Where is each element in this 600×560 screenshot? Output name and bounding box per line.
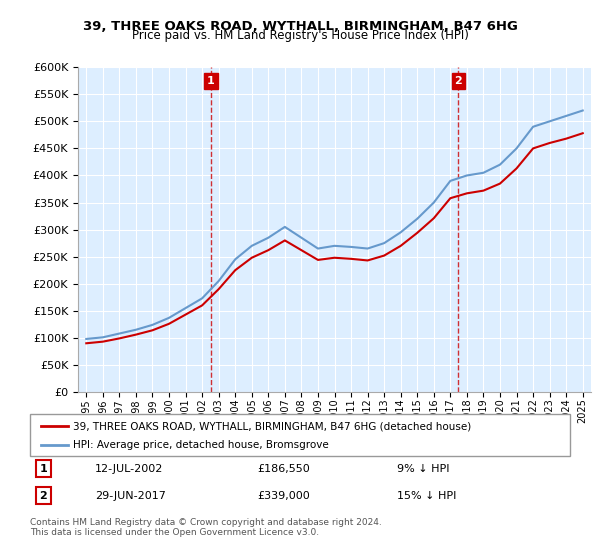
Text: 39, THREE OAKS ROAD, WYTHALL, BIRMINGHAM, B47 6HG: 39, THREE OAKS ROAD, WYTHALL, BIRMINGHAM…: [83, 20, 517, 32]
Text: HPI: Average price, detached house, Bromsgrove: HPI: Average price, detached house, Brom…: [73, 440, 329, 450]
Text: 39, THREE OAKS ROAD, WYTHALL, BIRMINGHAM, B47 6HG (detached house): 39, THREE OAKS ROAD, WYTHALL, BIRMINGHAM…: [73, 421, 472, 431]
Text: 12-JUL-2002: 12-JUL-2002: [95, 464, 163, 474]
Text: 15% ↓ HPI: 15% ↓ HPI: [397, 491, 457, 501]
FancyBboxPatch shape: [30, 414, 570, 456]
Text: £339,000: £339,000: [257, 491, 310, 501]
Text: 1: 1: [207, 76, 215, 86]
Text: 1: 1: [40, 464, 47, 474]
Text: 2: 2: [40, 491, 47, 501]
Text: £186,550: £186,550: [257, 464, 310, 474]
Text: 29-JUN-2017: 29-JUN-2017: [95, 491, 166, 501]
Text: 2: 2: [455, 76, 463, 86]
Text: Contains HM Land Registry data © Crown copyright and database right 2024.
This d: Contains HM Land Registry data © Crown c…: [30, 518, 382, 538]
Text: 9% ↓ HPI: 9% ↓ HPI: [397, 464, 450, 474]
Text: Price paid vs. HM Land Registry's House Price Index (HPI): Price paid vs. HM Land Registry's House …: [131, 29, 469, 42]
